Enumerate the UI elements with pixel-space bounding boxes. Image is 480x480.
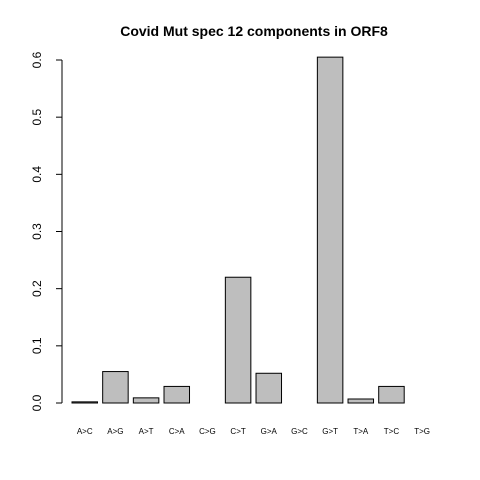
y-tick-label: 0.6	[30, 51, 44, 68]
x-tick-label: G>T	[322, 427, 338, 436]
x-tick-label: C>A	[169, 427, 185, 436]
bar-A>T	[132, 397, 160, 404]
bar-C>A	[163, 385, 191, 404]
bar-G>A	[255, 372, 283, 404]
y-tick-label: 0.2	[30, 280, 44, 297]
x-tick-label: T>G	[414, 427, 430, 436]
x-axis-labels: A>C A>G A>T C>A C>G C>T G>A G>C G>T T>A T>C T>G	[77, 427, 430, 436]
x-tick-label: G>A	[261, 427, 278, 436]
y-tick-label: 0.1	[30, 337, 44, 354]
x-tick-label: T>C	[384, 427, 400, 436]
bar-A>G	[102, 371, 129, 404]
x-tick-label: A>G	[107, 427, 123, 436]
bar-T>C	[378, 385, 405, 404]
chart-title: Covid Mut spec 12 components in ORF8	[120, 23, 388, 39]
y-tick-label: 0.5	[30, 109, 44, 126]
x-tick-label: C>G	[199, 427, 216, 436]
x-tick-label: A>C	[77, 427, 93, 436]
bars	[71, 56, 405, 404]
y-axis: 0.0 0.1 0.2 0.3 0.4 0.5 0.6	[30, 51, 63, 411]
y-tick-label: 0.0	[30, 394, 44, 411]
bar-T>A	[347, 398, 375, 404]
y-tick-label: 0.4	[30, 166, 44, 183]
x-tick-label: T>A	[353, 427, 369, 436]
bar-A>C	[71, 401, 98, 404]
x-tick-label: C>T	[230, 427, 245, 436]
x-tick-label: A>T	[139, 427, 154, 436]
bar-C>T	[224, 276, 252, 404]
bar-G>T	[316, 56, 344, 404]
y-tick-label: 0.3	[30, 223, 44, 240]
x-tick-label: G>C	[291, 427, 308, 436]
